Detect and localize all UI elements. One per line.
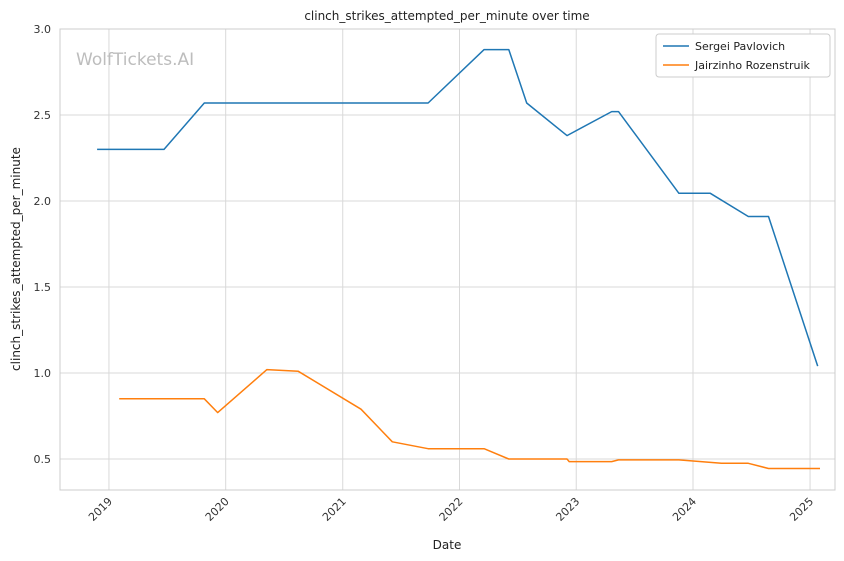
watermark-text: WolfTickets.AI: [76, 50, 194, 70]
y-tick-label: 1.0: [34, 367, 52, 380]
x-tick-label: 2023: [553, 495, 582, 524]
y-tick-label: 3.0: [34, 23, 52, 36]
y-tick-label: 1.5: [34, 281, 52, 294]
x-tick-label: 2020: [203, 495, 232, 524]
y-tick-label: 2.5: [34, 109, 52, 122]
x-tick-labels: 2019 2020 2021 2022 2023 2024 2025: [86, 495, 816, 524]
y-axis-label: clinch_strikes_attempted_per_minute: [9, 147, 23, 371]
legend-box: [655, 33, 831, 78]
legend-label-sergei: Sergei Pavlovich: [695, 40, 785, 53]
y-tick-label: 2.0: [34, 195, 52, 208]
x-gridlines: [108, 29, 811, 490]
legend-label-jairzinho: Jairzinho Rozenstruik: [694, 59, 811, 72]
x-tick-label: 2024: [670, 495, 699, 524]
series-line-sergei-pavlovich: [97, 48, 819, 367]
series-line-jairzinho-rozenstruik: [119, 368, 820, 470]
chart-title: clinch_strikes_attempted_per_minute over…: [304, 9, 589, 23]
legend: Sergei Pavlovich Jairzinho Rozenstruik: [655, 33, 831, 78]
plot-area: [60, 29, 835, 490]
y-tick-label: 0.5: [34, 453, 52, 466]
y-tick-labels: 0.5 1.0 1.5 2.0 2.5 3.0: [34, 23, 52, 466]
x-tick-label: 2019: [86, 495, 115, 524]
plot-frame: [59, 28, 836, 491]
series-layer: [97, 48, 820, 470]
x-tick-label: 2022: [437, 495, 466, 524]
x-tick-label: 2025: [787, 495, 816, 524]
x-tick-label: 2021: [320, 495, 349, 524]
x-axis-label: Date: [433, 538, 462, 552]
